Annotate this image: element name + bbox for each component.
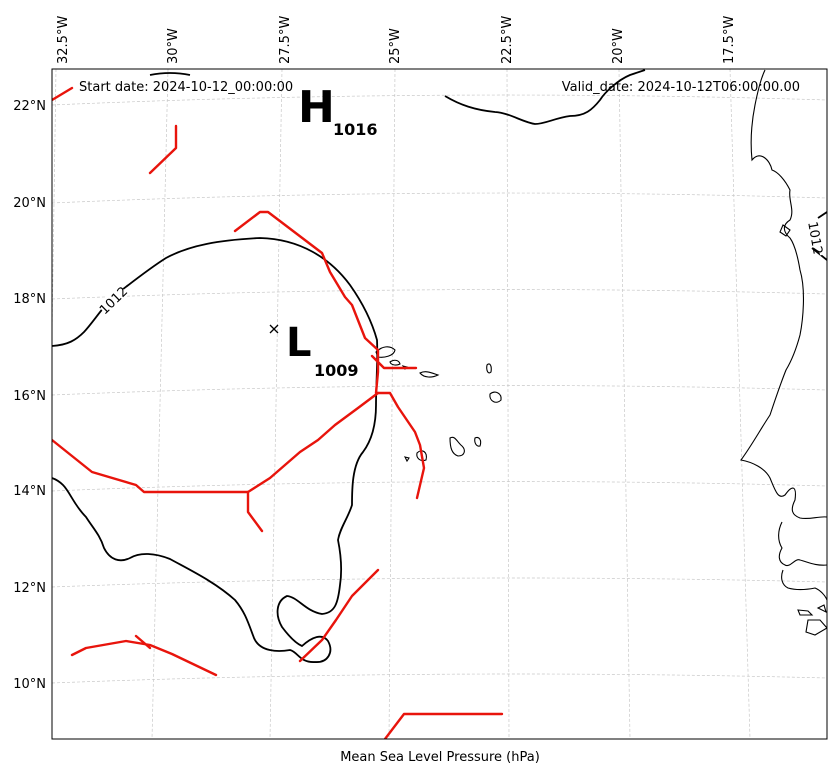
fronts: [52, 86, 504, 739]
lon-label-17-5w: 17.5°W: [722, 16, 737, 64]
cape-verde-maio: [474, 436, 482, 447]
lat-label-16n: 16°N: [13, 389, 46, 404]
isobar-label-east: 1012: [804, 220, 825, 255]
lon-label-30w: 30°W: [166, 28, 181, 64]
front-southwest: [70, 634, 218, 677]
front-nw-corner: [52, 86, 74, 102]
cape-verde-santo-antao: [375, 346, 396, 358]
lat-label-18n: 18°N: [13, 292, 46, 307]
cape-verde-boa-vista: [489, 391, 502, 403]
map-frame: [51, 68, 828, 740]
map-area: [52, 69, 827, 739]
cape-verde-brava: [403, 456, 410, 463]
longitude-labels: 32.5°W 30°W 27.5°W 25°W 22.5°W 20°W 17.5…: [56, 16, 737, 64]
coastlines: [375, 69, 827, 636]
front-north: [148, 124, 178, 175]
low-pressure-value: 1009: [314, 361, 359, 380]
graticule: [52, 69, 827, 739]
lon-label-22-5w: 22.5°W: [500, 16, 515, 64]
low-pressure-letter: L: [286, 320, 312, 366]
front-sw-arm: [246, 391, 380, 533]
start-date-label: Start date: 2024-10-12_00:00:00: [79, 80, 293, 95]
valid-date-label: Valid_date: 2024-10-12T06:00:00.00: [562, 80, 800, 95]
lon-label-25w: 25°W: [388, 28, 403, 64]
high-pressure-value: 1016: [333, 120, 378, 139]
isobar-1016: [149, 69, 646, 125]
isobars: [52, 69, 827, 663]
lat-label-14n: 14°N: [13, 484, 46, 499]
lat-label-22n: 22°N: [13, 99, 46, 114]
front-west: [52, 438, 250, 494]
lon-label-32-5w: 32.5°W: [56, 16, 71, 64]
lon-label-20w: 20°W: [611, 28, 626, 64]
lat-label-12n: 12°N: [13, 581, 46, 596]
lon-label-27-5w: 27.5°W: [278, 16, 293, 64]
low-center-marker: [269, 324, 279, 334]
front-south-center: [298, 568, 380, 663]
pressure-systems: H 1016 L 1009: [269, 82, 378, 380]
front-south: [383, 712, 504, 739]
isobar-1012-west: [52, 237, 379, 663]
cape-verde-sal: [486, 363, 492, 374]
cape-verde-sao-nicolau: [419, 371, 440, 378]
lat-label-20n: 20°N: [13, 196, 46, 211]
latitude-labels: 22°N 20°N 18°N 16°N 14°N 12°N 10°N: [13, 99, 46, 692]
cape-verde-santiago: [449, 436, 465, 457]
canaries-fragment: [779, 224, 791, 237]
front-cv-branch: [370, 354, 418, 370]
high-pressure-letter: H: [298, 82, 335, 133]
cape-verde-sao-vicente: [389, 359, 401, 366]
map-footer-label: Mean Sea Level Pressure (hPa): [340, 750, 540, 765]
isobar-1012-east: [811, 211, 827, 261]
lat-label-10n: 10°N: [13, 677, 46, 692]
coastline-africa: [740, 69, 827, 636]
